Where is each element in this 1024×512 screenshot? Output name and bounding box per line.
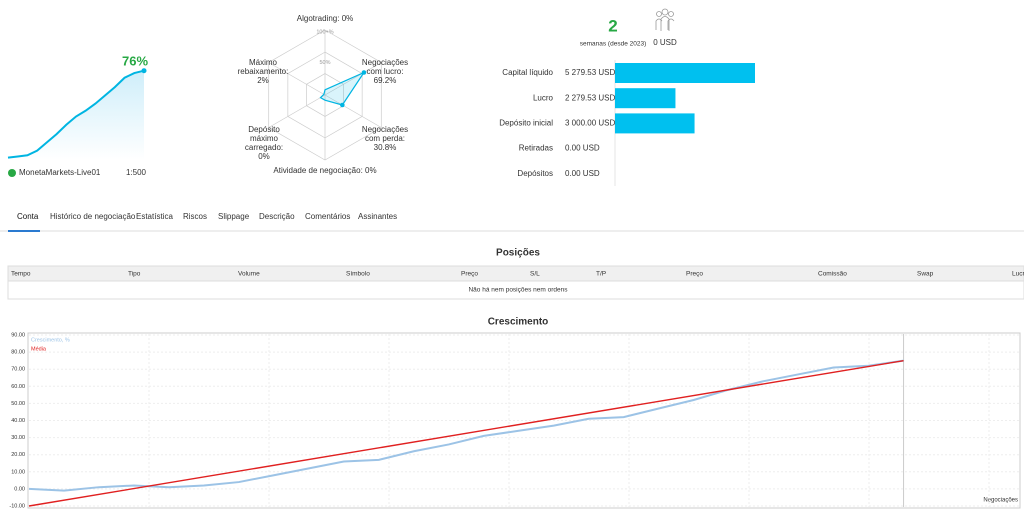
radar-label-value: 0% bbox=[342, 14, 354, 23]
sparkline bbox=[7, 69, 145, 159]
radar-label: Máximo bbox=[249, 58, 278, 67]
radar-label: máximo bbox=[250, 134, 279, 143]
tab[interactable]: Slippage bbox=[218, 212, 250, 221]
column-header: Preço bbox=[686, 271, 703, 278]
radar-spoke bbox=[268, 62, 326, 96]
y-tick-label: 80.00 bbox=[11, 350, 25, 356]
balance-value: 3 000.00 USD bbox=[565, 119, 615, 128]
legend-entry: Crescimento, % bbox=[31, 337, 70, 343]
sparkline-end bbox=[141, 68, 147, 74]
column-header: Volume bbox=[238, 271, 260, 278]
table-header bbox=[7, 265, 1024, 282]
weeks-note: semanas (desde 2023) bbox=[580, 41, 647, 48]
radar-label-value: 0% bbox=[365, 166, 377, 175]
sparkline-area bbox=[8, 70, 144, 160]
x-axis-label: Negociações bbox=[983, 498, 1018, 504]
radar-label: carregado: bbox=[245, 143, 283, 152]
radar-label-name: Algotrading: bbox=[297, 14, 340, 23]
tab[interactable]: Assinantes bbox=[358, 212, 397, 221]
radar-point bbox=[340, 102, 345, 108]
subscribers-icon bbox=[655, 8, 675, 31]
y-tick-label: 90.00 bbox=[11, 332, 25, 338]
leverage: 1:500 bbox=[126, 168, 147, 177]
radar-value: 2% bbox=[257, 76, 269, 85]
growth-line bbox=[28, 359, 904, 507]
y-tick-label: 0.00 bbox=[14, 486, 25, 492]
y-tick-label: 20.00 bbox=[11, 452, 25, 458]
radar-label: Algotrading: 0% bbox=[297, 14, 354, 23]
column-header: Tipo bbox=[128, 271, 141, 278]
tab[interactable]: Descrição bbox=[259, 212, 295, 221]
positions-title: Posições bbox=[496, 248, 540, 259]
column-header: Tempo bbox=[11, 271, 31, 278]
tab[interactable]: Riscos bbox=[183, 212, 207, 221]
radar-label: Negociações bbox=[362, 58, 408, 67]
radar-shape bbox=[319, 71, 366, 106]
y-tick-label: 50.00 bbox=[11, 401, 25, 407]
growth-title: Crescimento bbox=[488, 317, 549, 328]
radar-label: com lucro: bbox=[367, 67, 404, 76]
balance-bar bbox=[615, 113, 695, 134]
column-header: T/P bbox=[596, 271, 606, 278]
radar-label: Atividade de negociação: 0% bbox=[273, 166, 376, 175]
radar-value: 0% bbox=[258, 152, 270, 161]
balance-name: Depósito inicial bbox=[499, 119, 553, 128]
growth-line bbox=[28, 359, 904, 492]
y-tick-label: 30.00 bbox=[11, 435, 25, 441]
tab[interactable]: Conta bbox=[17, 212, 39, 221]
tab[interactable]: Comentários bbox=[305, 212, 350, 221]
balance-name: Retiradas bbox=[519, 144, 553, 153]
radar-spoke bbox=[324, 62, 382, 96]
column-header: Comissão bbox=[818, 271, 847, 278]
growth-label: 76% bbox=[122, 53, 148, 68]
column-header: Swap bbox=[917, 271, 934, 278]
tab[interactable]: Estatística bbox=[136, 212, 173, 221]
column-header: Símbolo bbox=[346, 271, 370, 278]
radar-label: com perda: bbox=[365, 134, 405, 143]
radar-label: Negociações bbox=[362, 125, 408, 134]
radar-label: rebaixamento: bbox=[238, 67, 289, 76]
y-tick-label: 60.00 bbox=[11, 384, 25, 390]
balance-value: 0.00 USD bbox=[565, 144, 600, 153]
balance-bar bbox=[615, 88, 676, 109]
balance-value: 0.00 USD bbox=[565, 169, 600, 178]
balance-name: Capital líquido bbox=[502, 68, 553, 77]
table-row bbox=[7, 280, 1024, 300]
radar-label: Depósito bbox=[248, 125, 280, 134]
positions-empty: Não há nem posições nem ordens bbox=[468, 287, 568, 294]
balance-bar bbox=[615, 63, 755, 83]
column-header: S/L bbox=[530, 271, 540, 278]
radar-scale-label: 50% bbox=[319, 60, 330, 66]
radar-spoke bbox=[324, 94, 382, 128]
column-header: Preço bbox=[461, 271, 478, 278]
tab[interactable]: Histórico de negociação bbox=[50, 212, 136, 221]
radar-label-name: Atividade de negociação: bbox=[273, 166, 362, 175]
verified-icon bbox=[8, 169, 16, 177]
subscribers-value: 0 USD bbox=[653, 38, 677, 47]
weeks: 2 bbox=[608, 16, 617, 35]
radar-point bbox=[361, 70, 367, 75]
legend-entry: Média bbox=[31, 346, 47, 352]
server: MonetaMarkets-Live01 bbox=[19, 168, 101, 177]
y-tick-label: -10.00 bbox=[9, 503, 25, 509]
radar-value: 69.2% bbox=[374, 76, 397, 85]
y-tick-label: 40.00 bbox=[11, 418, 25, 424]
balance-value: 5 279.53 USD bbox=[565, 68, 615, 77]
y-tick-label: 70.00 bbox=[11, 367, 25, 373]
balance-value: 2 279.53 USD bbox=[565, 93, 615, 102]
radar-scale-label: 100+% bbox=[316, 29, 333, 35]
balance-name: Depósitos bbox=[517, 169, 553, 178]
radar-value: 30.8% bbox=[374, 143, 397, 152]
radar-spoke bbox=[268, 94, 326, 128]
balance-name: Lucro bbox=[533, 93, 554, 102]
column-header: Lucro bbox=[1012, 271, 1024, 278]
y-tick-label: 10.00 bbox=[11, 469, 25, 475]
